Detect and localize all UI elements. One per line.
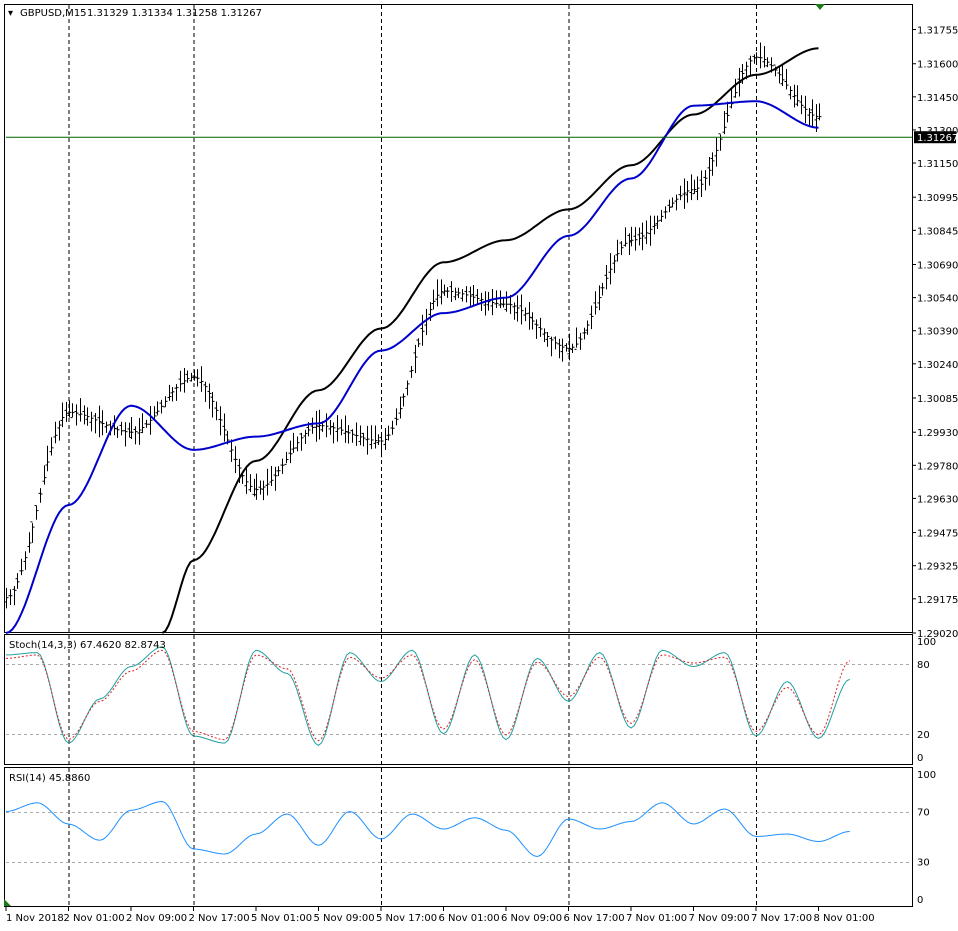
- time-tick-label: 2 Nov 01:00: [64, 913, 125, 924]
- price-tick-label: 1.30390: [917, 327, 958, 338]
- symbol-timeframe: GBPUSD,M15: [20, 8, 87, 19]
- chart-shift-marker-icon[interactable]: [815, 4, 825, 10]
- price-tick-label: 1.30240: [917, 360, 958, 371]
- price-tick-label: 1.30845: [917, 226, 958, 237]
- time-axis-labels: 1 Nov 2018 2 Nov 01:00 2 Nov 09:00 2 Nov 17…: [5, 907, 875, 924]
- autoscroll-marker-icon: [4, 899, 11, 906]
- price-tick-label: 1.29020: [917, 629, 958, 640]
- stoch-tick-label: 100: [917, 637, 936, 648]
- rsi-line: [5, 801, 850, 858]
- symbol-dropdown-icon[interactable]: ▾: [8, 8, 13, 19]
- time-tick-label: 5 Nov 01:00: [251, 913, 312, 924]
- time-tick-label: 6 Nov 09:00: [501, 913, 562, 924]
- time-tick-label: 7 Nov 01:00: [626, 913, 687, 924]
- rsi-tick-label: 30: [917, 858, 930, 869]
- price-tick-label: 1.29930: [917, 428, 958, 439]
- rsi-tick-label: 100: [917, 770, 936, 781]
- price-tick-label: 1.31150: [917, 159, 958, 170]
- price-tick-label: 1.29630: [917, 494, 958, 505]
- slow-moving-average-line: [161, 47, 819, 634]
- stoch-tick-label: 0: [917, 753, 923, 764]
- time-tick-label: 2 Nov 09:00: [126, 913, 187, 924]
- price-tick-label: 1.29780: [917, 461, 958, 472]
- price-bars: [4, 42, 822, 609]
- price-tick-label: 1.31755: [917, 26, 958, 37]
- time-tick-label: 8 Nov 01:00: [814, 913, 875, 924]
- price-tick-label: 1.29475: [917, 529, 958, 540]
- rsi-axis-labels: 100 70 30 0: [917, 770, 936, 906]
- price-tick-label: 1.29175: [917, 595, 958, 606]
- time-tick-label: 1 Nov 2018: [6, 913, 64, 924]
- rsi-tick-label: 70: [917, 808, 930, 819]
- current-price-tag-text: 1.31267: [917, 133, 958, 144]
- stoch-axis-labels: 100 80 20 0: [917, 637, 936, 764]
- time-tick-label: 5 Nov 09:00: [314, 913, 375, 924]
- stoch-tick-label: 80: [917, 660, 930, 671]
- ohlc-values: 1.31329 1.31334 1.31258 1.31267: [87, 8, 262, 19]
- time-tick-label: 5 Nov 17:00: [376, 913, 437, 924]
- rsi-header: RSI(14) 45.8860: [9, 773, 90, 784]
- stoch-main-line: [6, 646, 851, 747]
- price-tick-label: 1.31450: [917, 93, 958, 104]
- current-price-tag: [914, 131, 956, 144]
- rsi-tick-label: 0: [917, 895, 923, 906]
- stoch-header: Stoch(14,3,3) 67.4620 82.8743: [9, 640, 166, 651]
- price-tick-label: 1.30995: [917, 193, 958, 204]
- stoch-signal-line: [5, 649, 851, 742]
- price-panel[interactable]: [4, 4, 913, 633]
- price-tick-label: 1.29325: [917, 562, 958, 573]
- session-separators: [68, 5, 757, 907]
- indicator-levels: [6, 664, 912, 863]
- price-tick-label: 1.30690: [917, 261, 958, 272]
- rsi-panel[interactable]: [4, 767, 913, 907]
- time-tick-label: 6 Nov 17:00: [564, 913, 625, 924]
- stoch-panel[interactable]: [4, 634, 913, 765]
- price-tick-label: 1.31600: [917, 60, 958, 71]
- time-tick-label: 7 Nov 17:00: [751, 913, 812, 924]
- stoch-tick-label: 20: [917, 730, 930, 741]
- price-tick-label: 1.30540: [917, 294, 958, 305]
- price-axis-labels: 1.317551.316001.314501.313001.311501.309…: [912, 26, 958, 640]
- time-tick-label: 7 Nov 09:00: [689, 913, 750, 924]
- time-tick-label: 2 Nov 17:00: [189, 913, 250, 924]
- fast-moving-average-line: [5, 100, 819, 634]
- price-tick-label: 1.30085: [917, 394, 958, 405]
- time-tick-label: 6 Nov 01:00: [439, 913, 500, 924]
